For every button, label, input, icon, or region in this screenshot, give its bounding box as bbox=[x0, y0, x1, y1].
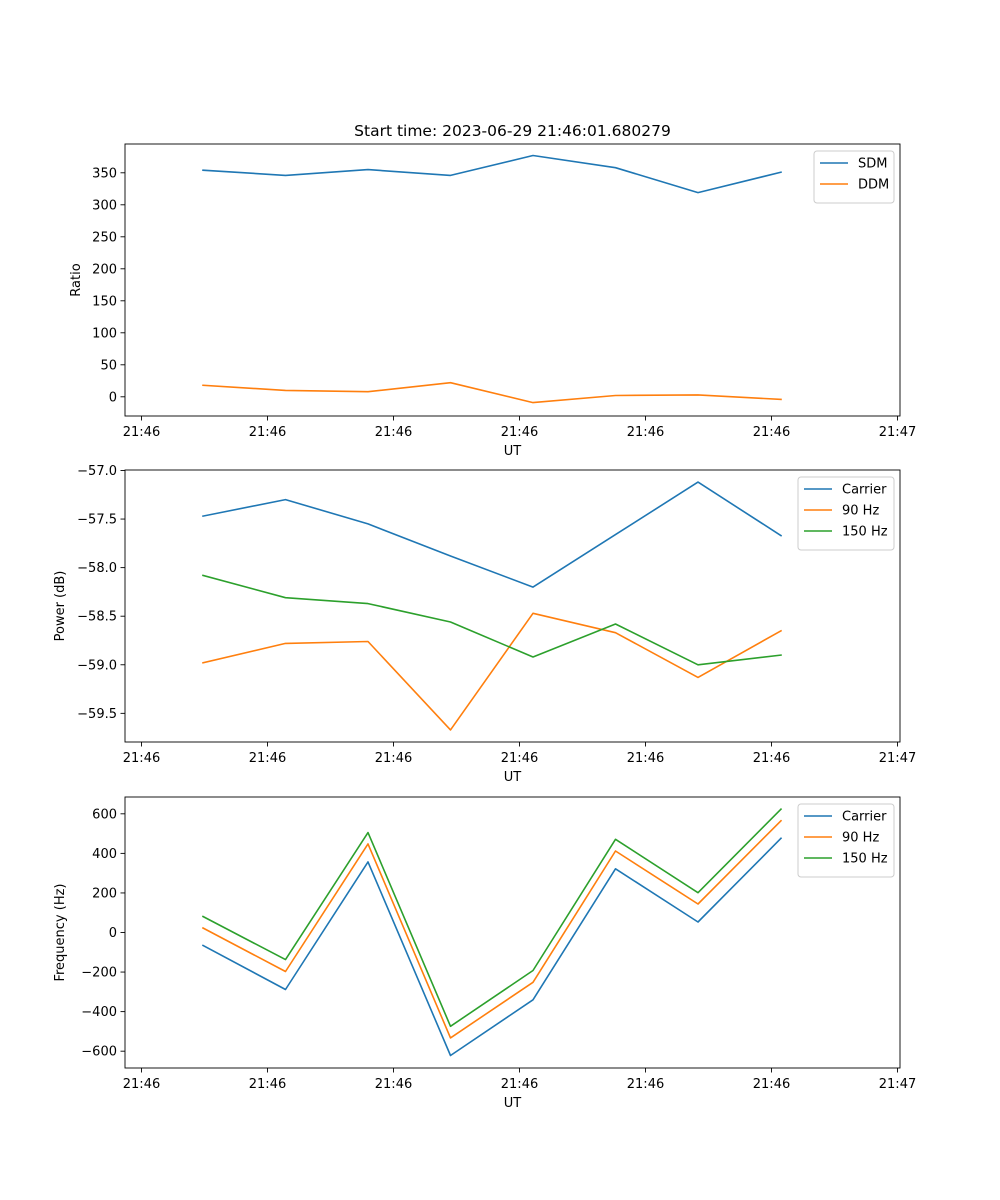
x-axis-label: UT bbox=[504, 770, 522, 785]
y-tick-label: 350 bbox=[92, 166, 117, 181]
x-tick-label: 21:46 bbox=[501, 751, 538, 766]
legend-label: Carrier bbox=[842, 810, 887, 825]
series-line-1 bbox=[202, 154, 782, 194]
x-tick-label: 21:46 bbox=[249, 751, 286, 766]
legend: Carrier 90 Hz 150 Hz bbox=[797, 803, 895, 878]
x-tick-label: 21:46 bbox=[375, 751, 412, 766]
y-tick-label: −200 bbox=[81, 966, 117, 981]
x-tick-label: 21:46 bbox=[753, 751, 790, 766]
y-tick-label: −59.0 bbox=[77, 658, 117, 673]
series-lines bbox=[202, 154, 782, 404]
x-tick-label: 21:46 bbox=[501, 1077, 538, 1092]
y-tick-label: 200 bbox=[92, 886, 117, 901]
x-tick-label: 21:46 bbox=[249, 425, 286, 440]
x-tick-label: 21:46 bbox=[627, 751, 664, 766]
y-tick-label: −58.5 bbox=[77, 610, 117, 625]
x-tick-label: 21:46 bbox=[501, 425, 538, 440]
x-tick-label: 21:46 bbox=[123, 1077, 160, 1092]
x-tick-label: 21:46 bbox=[123, 425, 160, 440]
y-tick-label: 250 bbox=[92, 230, 117, 245]
series-lines bbox=[201, 807, 783, 1057]
y-tick-label: 400 bbox=[92, 847, 117, 862]
x-tick-label: 21:46 bbox=[753, 1077, 790, 1092]
x-tick-label: 21:46 bbox=[375, 1077, 412, 1092]
y-tick-label: 0 bbox=[109, 926, 117, 941]
legend: SDM DDM bbox=[813, 150, 895, 204]
series-line-3 bbox=[201, 807, 783, 1028]
y-axis-label: Ratio bbox=[69, 263, 84, 296]
y-tick-label: 50 bbox=[100, 358, 117, 373]
plot-frame bbox=[124, 143, 901, 417]
x-tick-label: 21:46 bbox=[249, 1077, 286, 1092]
y-tick-label: −58.0 bbox=[77, 561, 117, 576]
series-line-1 bbox=[201, 837, 783, 1057]
y-tick-label: 0 bbox=[109, 390, 117, 405]
x-axis-label: UT bbox=[504, 444, 522, 459]
x-tick-label: 21:46 bbox=[753, 425, 790, 440]
legend: Carrier 90 Hz 150 Hz bbox=[797, 476, 895, 551]
legend-label: 150 Hz bbox=[842, 525, 888, 540]
figure-title: Start time: 2023-06-29 21:46:01.680279 bbox=[354, 122, 671, 140]
series-line-2 bbox=[201, 819, 783, 1039]
legend-label: 90 Hz bbox=[842, 831, 879, 846]
y-axis-label: Frequency (Hz) bbox=[53, 883, 68, 981]
y-tick-label: −57.0 bbox=[77, 464, 117, 479]
y-axis-label: Power (dB) bbox=[53, 571, 68, 642]
x-tick-label: 21:46 bbox=[627, 1077, 664, 1092]
legend-label: DDM bbox=[858, 178, 889, 193]
legend-box bbox=[813, 150, 895, 204]
legend-label: Carrier bbox=[842, 483, 887, 498]
x-tick-label: 21:47 bbox=[879, 1077, 916, 1092]
legend-label: 150 Hz bbox=[842, 852, 888, 867]
series-line-2 bbox=[202, 381, 782, 404]
x-axis-label: UT bbox=[504, 1096, 522, 1111]
y-tick-label: 200 bbox=[92, 262, 117, 277]
y-tick-label: 150 bbox=[92, 294, 117, 309]
y-tick-label: 100 bbox=[92, 326, 117, 341]
subplot-1: 21:46 21:46 21:46 21:46 21:46 21:46 21:47 0 50 10… bbox=[69, 143, 916, 459]
x-tick-label: 21:46 bbox=[375, 425, 412, 440]
y-tick-label: 600 bbox=[92, 807, 117, 822]
y-tick-label: −57.5 bbox=[77, 513, 117, 528]
legend-label: 90 Hz bbox=[842, 504, 879, 519]
x-tick-label: 21:47 bbox=[879, 425, 916, 440]
legend-label: SDM bbox=[858, 157, 887, 172]
series-line-3 bbox=[202, 574, 782, 666]
series-line-2 bbox=[202, 612, 783, 731]
subplot-3: 21:46 21:46 21:46 21:46 21:46 21:46 21:47 600 40… bbox=[53, 796, 916, 1111]
x-tick-label: 21:47 bbox=[879, 751, 916, 766]
y-tick-label: 300 bbox=[92, 198, 117, 213]
y-tick-label: −600 bbox=[81, 1045, 117, 1060]
series-lines bbox=[202, 481, 783, 731]
y-tick-label: −59.5 bbox=[77, 707, 117, 722]
x-tick-label: 21:46 bbox=[123, 751, 160, 766]
plot-frame bbox=[124, 469, 901, 743]
x-tick-label: 21:46 bbox=[627, 425, 664, 440]
y-tick-label: −400 bbox=[81, 1005, 117, 1020]
series-line-1 bbox=[202, 481, 783, 588]
subplots: 21:46 21:46 21:46 21:46 21:46 21:46 21:47 0 50 10… bbox=[53, 143, 916, 1111]
subplot-2: 21:46 21:46 21:46 21:46 21:46 21:46 21:47 −57.0… bbox=[53, 464, 916, 785]
